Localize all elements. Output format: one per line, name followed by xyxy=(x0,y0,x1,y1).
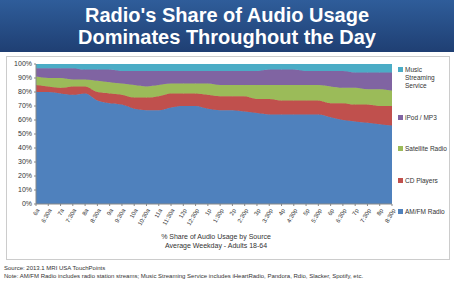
svg-text:60%: 60% xyxy=(18,116,32,123)
svg-text:3p: 3p xyxy=(253,207,262,216)
svg-text:8p: 8p xyxy=(376,207,385,216)
svg-text:11a: 11a xyxy=(153,207,163,219)
svg-text:90%: 90% xyxy=(18,74,32,81)
svg-text:6a: 6a xyxy=(32,207,41,216)
html-text:CD Players: CD Players xyxy=(405,176,438,184)
svg-text:5p: 5p xyxy=(302,207,311,216)
svg-text:2:30p: 2:30p xyxy=(237,207,250,224)
svg-text:9a: 9a xyxy=(106,207,115,216)
svg-text:1p: 1p xyxy=(204,207,213,216)
html-text:Radio's Share of Audio Usage D: Radio's Share of Audio Usage Dominates T… xyxy=(78,4,376,48)
svg-text:4:30p: 4:30p xyxy=(286,207,299,224)
svg-text:40%: 40% xyxy=(18,144,32,151)
svg-text:20%: 20% xyxy=(18,172,32,179)
svg-text:10a: 10a xyxy=(129,207,140,219)
svg-text:2p: 2p xyxy=(228,207,237,216)
svg-text:4p: 4p xyxy=(278,207,287,216)
html-text:Music Streaming Service: Music Streaming Service xyxy=(405,66,435,89)
svg-text:8:30a: 8:30a xyxy=(89,207,102,224)
svg-text:8a: 8a xyxy=(81,207,90,216)
svg-text:30%: 30% xyxy=(18,158,32,165)
html-text:Source: 2013.1 MRI USA TouchPo: Source: 2013.1 MRI USA TouchPoints xyxy=(4,265,106,271)
svg-text:5:30p: 5:30p xyxy=(310,207,323,224)
svg-text:70%: 70% xyxy=(18,102,32,109)
html-text:Average Weekday - Adults 18-64: Average Weekday - Adults 18-64 xyxy=(165,242,267,249)
html-text:AM/FM Radio: AM/FM Radio xyxy=(405,208,445,215)
svg-text:100%: 100% xyxy=(14,60,32,67)
svg-text:50%: 50% xyxy=(18,130,32,137)
svg-text:12:30p: 12:30p xyxy=(186,207,201,226)
svg-text:80%: 80% xyxy=(18,88,32,95)
svg-text:7:30p: 7:30p xyxy=(359,207,372,224)
svg-text:7p: 7p xyxy=(351,207,360,216)
svg-text:7:30a: 7:30a xyxy=(65,207,78,224)
svg-text:12p: 12p xyxy=(178,207,189,219)
svg-text:10%: 10% xyxy=(18,186,32,193)
svg-text:10:30a: 10:30a xyxy=(137,207,152,226)
svg-text:7a: 7a xyxy=(57,207,66,216)
svg-text:6:30p: 6:30p xyxy=(335,207,348,224)
html-text:% Share of Audio Usage by Sour: % Share of Audio Usage by Source xyxy=(161,233,271,240)
svg-text:3:30p: 3:30p xyxy=(261,207,274,224)
svg-text:6p: 6p xyxy=(327,207,336,216)
html-text:iPod / MP3: iPod / MP3 xyxy=(405,113,437,121)
html-text:Note: AM/FM Radio includes rad: Note: AM/FM Radio includes radio station… xyxy=(4,273,363,279)
svg-text:9:30a: 9:30a xyxy=(114,207,127,224)
svg-text:1:30p: 1:30p xyxy=(212,207,225,224)
svg-text:0%: 0% xyxy=(22,200,32,207)
svg-text:11:30a: 11:30a xyxy=(161,207,175,226)
svg-text:6:30a: 6:30a xyxy=(40,207,53,224)
svg-text:8:30p: 8:30p xyxy=(384,207,397,224)
html-text:Satellite Radio: Satellite Radio xyxy=(405,145,447,152)
